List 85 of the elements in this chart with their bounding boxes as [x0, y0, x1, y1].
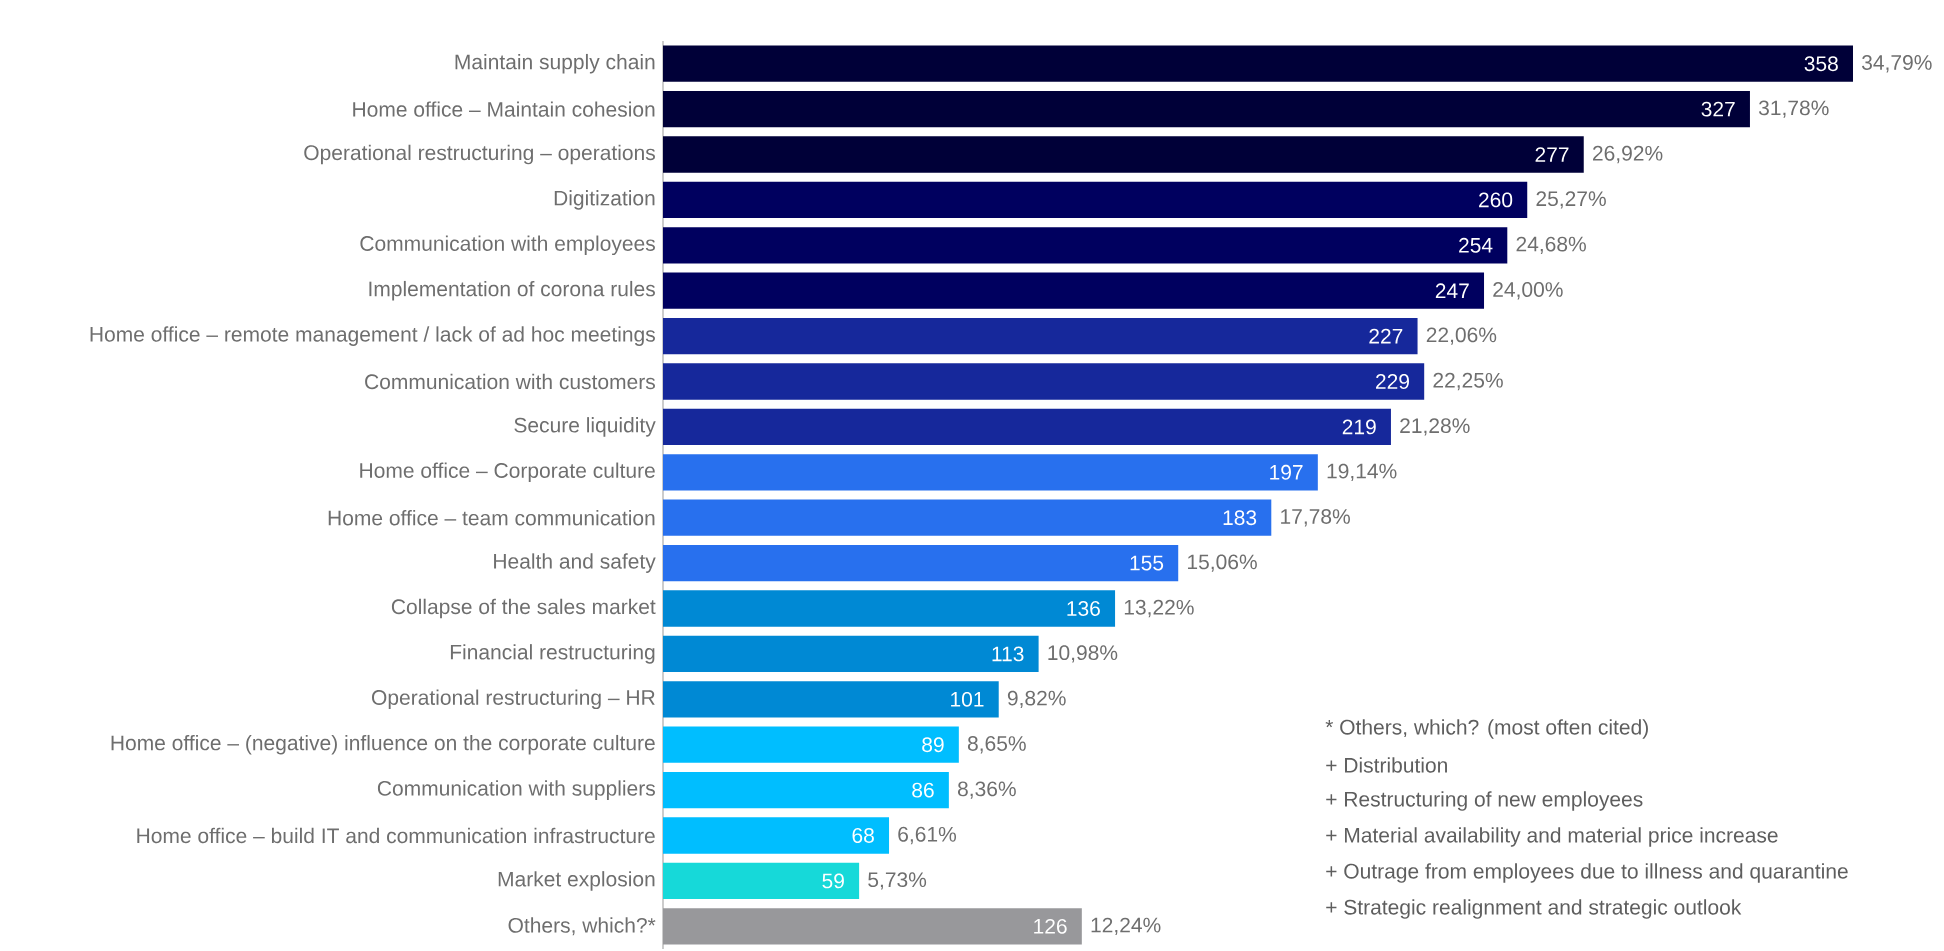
- annotation: + Material availability and material price increase: [1326, 827, 1778, 847]
- y-tick-label: Home office – team communication: [328, 510, 655, 526]
- data-label: 183: [1223, 510, 1257, 526]
- y-tick-label: Digitization: [554, 190, 655, 210]
- annotation: 22,25%: [1433, 372, 1503, 391]
- data-label: 126: [1034, 918, 1067, 934]
- data-label: 247: [1435, 283, 1469, 299]
- annotation: 12,24%: [1091, 917, 1161, 935]
- bar: [663, 590, 1116, 627]
- bar: [663, 272, 1485, 309]
- annotation: * Others, which? (most often cited): [1325, 719, 1648, 739]
- y-tick-label: Communication with suppliers: [377, 780, 655, 800]
- y-tick-label: Home office – Maintain cohesion: [353, 101, 655, 117]
- bar: [663, 726, 959, 763]
- data-label: 136: [1067, 601, 1100, 616]
- annotation: 24,68%: [1516, 236, 1586, 254]
- data-label: 155: [1130, 555, 1164, 571]
- y-tick-label: Home office – Corporate culture: [360, 462, 655, 483]
- annotation: 31,78%: [1758, 100, 1829, 118]
- data-label: 277: [1535, 147, 1569, 162]
- bar: [663, 635, 1039, 673]
- data-label: 59: [822, 873, 844, 889]
- data-label: 89: [922, 737, 944, 753]
- annotation: 21,28%: [1400, 418, 1470, 436]
- y-tick-label: Home office – build IT and communication infrastructure: [137, 827, 655, 844]
- data-label: 219: [1342, 419, 1376, 435]
- bar: [663, 317, 1418, 355]
- bar: [663, 499, 1272, 536]
- y-tick-label: Market explosion: [498, 871, 655, 891]
- annotation: 6,61%: [898, 826, 957, 845]
- bar: [663, 363, 1425, 400]
- annotation: 19,14%: [1327, 463, 1397, 481]
- data-label: 101: [951, 691, 984, 707]
- annotation: 24,00%: [1493, 282, 1563, 300]
- bar: [663, 862, 860, 900]
- y-tick-label: Collapse of the sales market: [391, 598, 656, 619]
- y-tick-label: Communication with employees: [360, 235, 655, 256]
- y-tick-label: Home office – remote management / lack of ad hoc meetings: [90, 326, 655, 346]
- y-tick-label: Others, which?*: [508, 917, 656, 936]
- data-label: 358: [1804, 56, 1838, 72]
- annotation: + Distribution: [1326, 757, 1447, 773]
- annotation: 15,06%: [1188, 554, 1257, 572]
- data-label: 86: [912, 782, 934, 798]
- y-tick-label: Home office – (negative) influence on the corporate culture: [111, 734, 655, 755]
- annotation: + Outrage from employees due to illness and quarantine: [1326, 863, 1848, 883]
- bar: [663, 90, 1750, 128]
- bar: [663, 681, 999, 718]
- annotation: 5,73%: [868, 872, 927, 890]
- annotation: 10,98%: [1048, 645, 1118, 663]
- bar: [663, 181, 1528, 219]
- data-label: 227: [1369, 328, 1403, 344]
- data-label: 68: [852, 828, 874, 843]
- bar: [663, 454, 1318, 491]
- y-tick-label: Secure liquidity: [514, 417, 656, 437]
- bar: [663, 408, 1391, 446]
- y-tick-label: Implementation of corona rules: [369, 280, 655, 301]
- annotation: + Strategic realignment and strategic outlook: [1326, 899, 1742, 919]
- annotation: 25,27%: [1536, 191, 1606, 209]
- data-label: 260: [1479, 192, 1513, 208]
- data-label: 229: [1376, 374, 1409, 389]
- y-tick-label: Operational restructuring – HR: [371, 689, 655, 710]
- annotation: + Restructuring of new employees: [1326, 791, 1643, 811]
- bar: [663, 771, 949, 809]
- annotation: 17,78%: [1281, 509, 1350, 527]
- bar: [663, 136, 1584, 173]
- y-tick-label: Maintain supply chain: [455, 53, 655, 74]
- annotation: 9,82%: [1007, 690, 1066, 708]
- bar: [663, 817, 890, 854]
- annotation: 8,65%: [967, 736, 1026, 754]
- data-label: 254: [1459, 237, 1493, 253]
- annotation: 22,06%: [1426, 327, 1497, 345]
- annotation: 34,79%: [1862, 55, 1932, 73]
- y-tick-label: Health and safety: [494, 553, 656, 573]
- data-label: 327: [1701, 101, 1735, 117]
- bar: [663, 544, 1179, 582]
- y-tick-label: Operational restructuring – operations: [304, 144, 655, 165]
- bar: [663, 227, 1508, 264]
- data-label: 197: [1270, 464, 1303, 480]
- annotation: 8,36%: [957, 781, 1016, 799]
- y-tick-label: Communication with customers: [365, 373, 655, 390]
- annotation: 13,22%: [1124, 599, 1194, 618]
- y-tick-label: Financial restructuring: [450, 644, 655, 664]
- data-label: 113: [992, 646, 1024, 662]
- bar: [663, 45, 1853, 82]
- annotation: 26,92%: [1593, 145, 1663, 164]
